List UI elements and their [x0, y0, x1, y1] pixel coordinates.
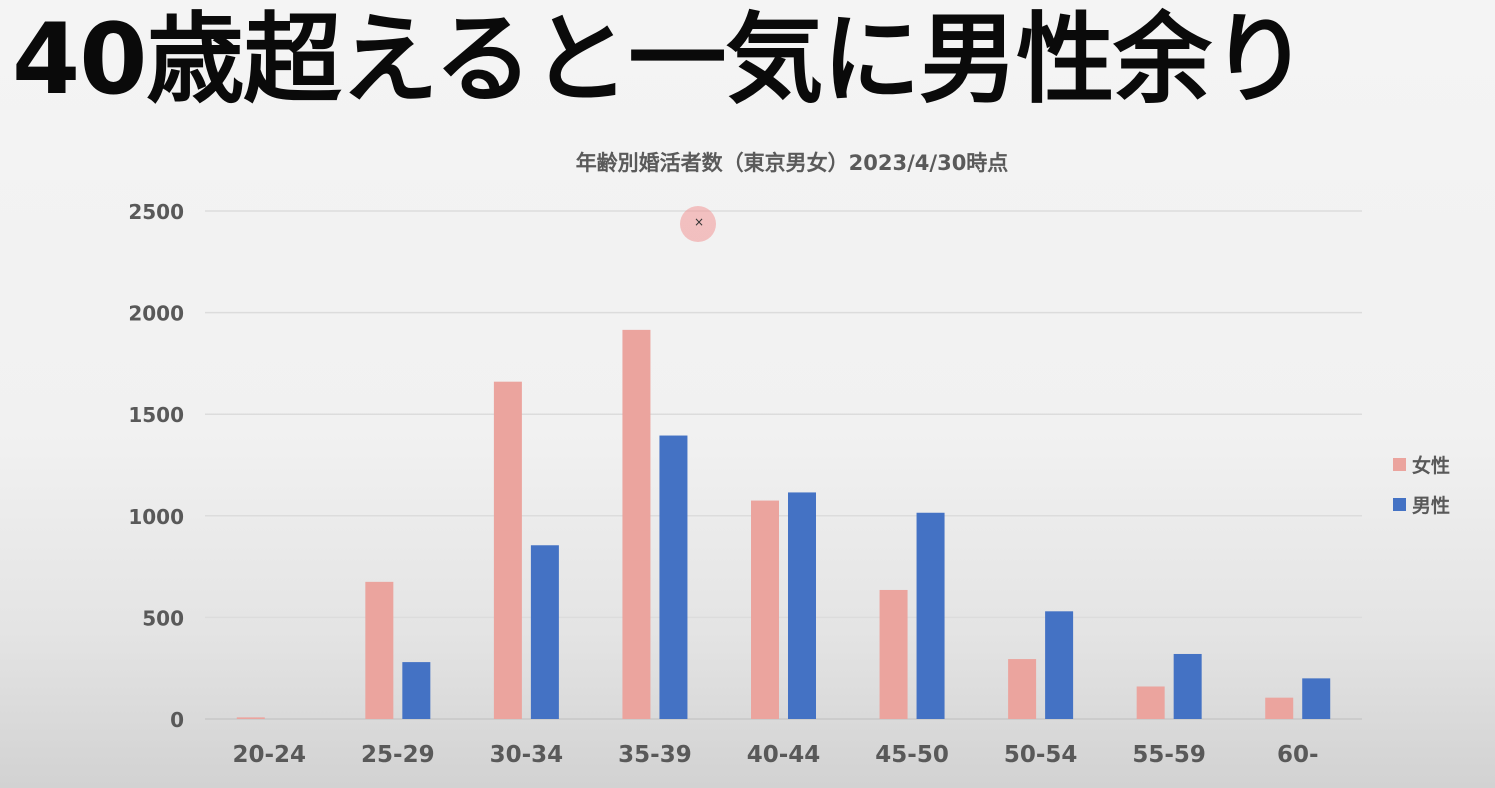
chart-title: 年齢別婚活者数（東京男女）2023/4/30時点 [576, 151, 1009, 175]
x-tick-label: 55-59 [1132, 742, 1206, 768]
bar-male-25-29 [402, 662, 431, 719]
legend-swatch [1393, 498, 1406, 511]
legend-label: 男性 [1412, 494, 1450, 517]
x-tick-label: 30-34 [490, 742, 564, 768]
bar-male-40-44 [788, 492, 816, 719]
bar-male-50-54 [1045, 611, 1074, 719]
x-tick-label: 35-39 [618, 742, 692, 768]
bar-female-25-29 [365, 581, 394, 719]
bar-male-60- [1302, 678, 1331, 719]
bar-female-35-39 [622, 329, 651, 719]
grid-lines [205, 210, 1362, 720]
x-tick-label: 45-50 [875, 742, 949, 768]
bar-male-55-59 [1173, 653, 1202, 719]
y-axis: 0 500 1000 1500 2000 2500 [128, 200, 184, 732]
bar-male-45-50 [916, 512, 945, 719]
headline: 40歳超えると一気に男性余り [12, 3, 1308, 117]
x-tick-label: 50-54 [1004, 742, 1078, 768]
y-tick-label: 2500 [128, 200, 184, 224]
bar-female-30-34 [493, 381, 522, 719]
y-tick-label: 1000 [128, 505, 184, 529]
mouse-cursor-highlight: × [680, 206, 716, 242]
bar-male-30-34 [530, 545, 559, 719]
y-tick-label: 500 [142, 606, 184, 630]
x-tick-label: 60- [1277, 742, 1319, 768]
y-tick-label: 2000 [128, 302, 184, 326]
bar-female-50-54 [1008, 659, 1037, 719]
bar-female-55-59 [1136, 686, 1165, 719]
bars [236, 329, 1331, 719]
bar-female-20-24 [236, 717, 265, 719]
x-tick-label: 20-24 [232, 742, 306, 768]
bar-female-45-50 [879, 589, 908, 719]
x-axis: 20-24 25-29 30-34 35-39 40-44 45-50 50-54 55-59… [232, 742, 1318, 768]
bar-female-40-44 [751, 500, 779, 719]
legend-label: 女性 [1412, 454, 1450, 477]
bar-female-60- [1265, 697, 1294, 719]
y-tick-label: 0 [170, 708, 184, 732]
x-tick-label: 40-44 [747, 742, 821, 768]
legend-swatch [1393, 458, 1406, 471]
y-tick-label: 1500 [128, 403, 184, 427]
bar-male-35-39 [659, 435, 688, 719]
x-tick-label: 25-29 [361, 742, 435, 768]
